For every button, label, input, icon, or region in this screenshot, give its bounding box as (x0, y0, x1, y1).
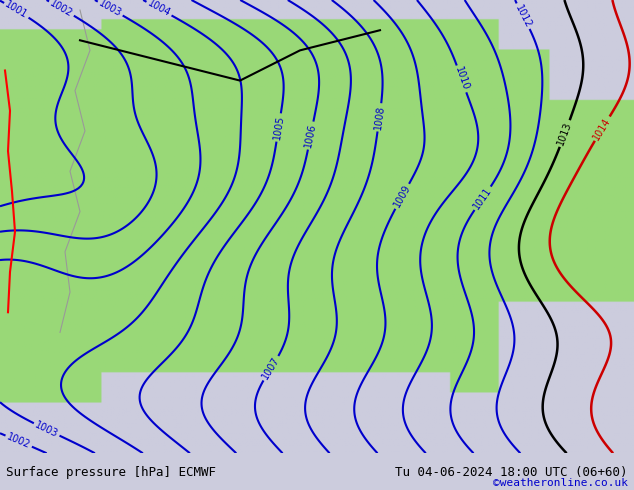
Text: 1002: 1002 (48, 0, 75, 19)
Text: Surface pressure [hPa] ECMWF: Surface pressure [hPa] ECMWF (6, 466, 216, 479)
Text: 1001: 1001 (3, 0, 30, 21)
Text: 1002: 1002 (6, 432, 32, 450)
Text: 1012: 1012 (513, 3, 533, 29)
Text: 1008: 1008 (373, 104, 386, 130)
Text: 1013: 1013 (556, 121, 574, 147)
Text: 1004: 1004 (146, 0, 172, 19)
Text: Tu 04-06-2024 18:00 UTC (06+60): Tu 04-06-2024 18:00 UTC (06+60) (395, 466, 628, 479)
Text: 1003: 1003 (97, 0, 124, 19)
Text: 1010: 1010 (453, 66, 470, 92)
Text: 1007: 1007 (261, 355, 281, 381)
Text: 1006: 1006 (304, 122, 318, 148)
Text: ©weatheronline.co.uk: ©weatheronline.co.uk (493, 478, 628, 488)
Text: 1005: 1005 (272, 115, 285, 141)
Text: 1014: 1014 (592, 116, 613, 142)
Text: 1011: 1011 (472, 185, 494, 211)
Text: 1003: 1003 (34, 420, 60, 440)
Text: 1009: 1009 (392, 183, 413, 209)
